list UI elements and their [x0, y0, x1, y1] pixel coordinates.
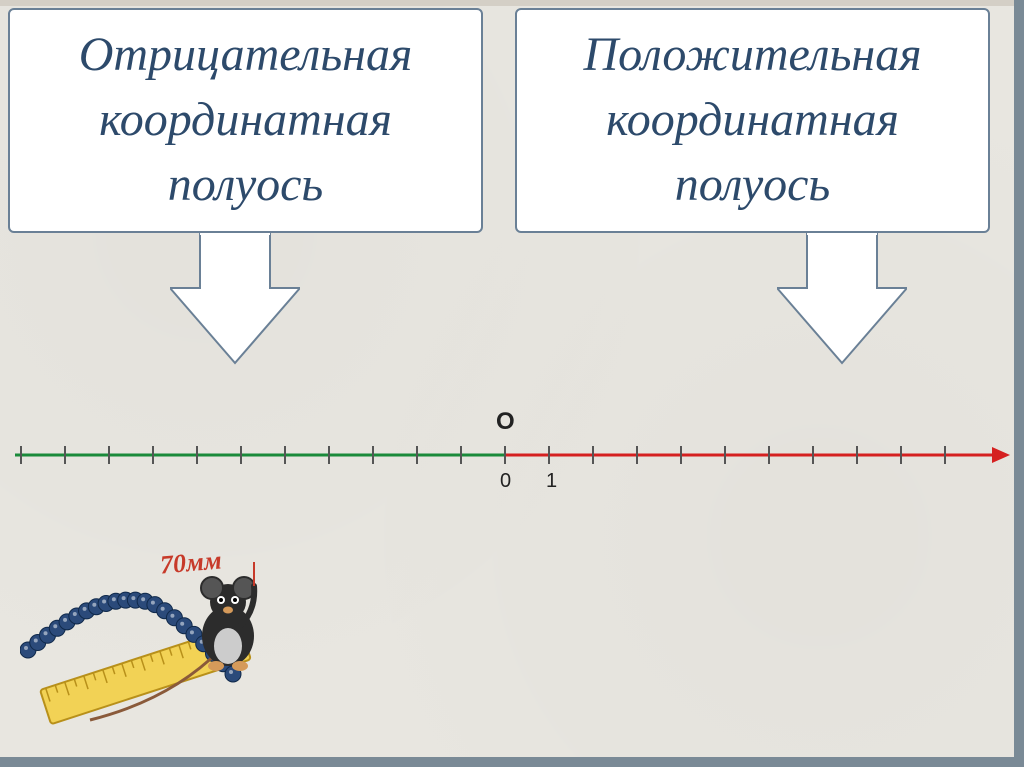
callout-line: координатная — [99, 93, 392, 146]
tick-label-zero: 0 — [500, 470, 511, 493]
callout-arrow-down-icon — [170, 233, 300, 365]
number-line — [15, 440, 1010, 470]
callout-positive-text: Положительная координатная полуось — [529, 23, 976, 217]
callout-line: полуось — [675, 158, 831, 211]
callout-arrow-down-icon — [777, 233, 907, 365]
slide-border-top — [0, 0, 1024, 6]
callout-positive-semi-axis: Положительная координатная полуось — [515, 8, 990, 233]
callout-line: координатная — [606, 93, 899, 146]
mouse-measurement-text: 70мм — [159, 545, 223, 580]
slide-border-bottom — [0, 757, 1024, 767]
callout-line: полуось — [168, 158, 324, 211]
origin-label: О — [496, 408, 515, 436]
callout-negative-semi-axis: Отрицательная координатная полуось — [8, 8, 483, 233]
callout-line: Отрицательная — [79, 28, 413, 81]
slide-border-right — [1014, 0, 1024, 767]
callout-negative-text: Отрицательная координатная полуось — [22, 23, 469, 217]
callout-line: Положительная — [583, 28, 921, 81]
tick-label-one: 1 — [546, 470, 557, 493]
